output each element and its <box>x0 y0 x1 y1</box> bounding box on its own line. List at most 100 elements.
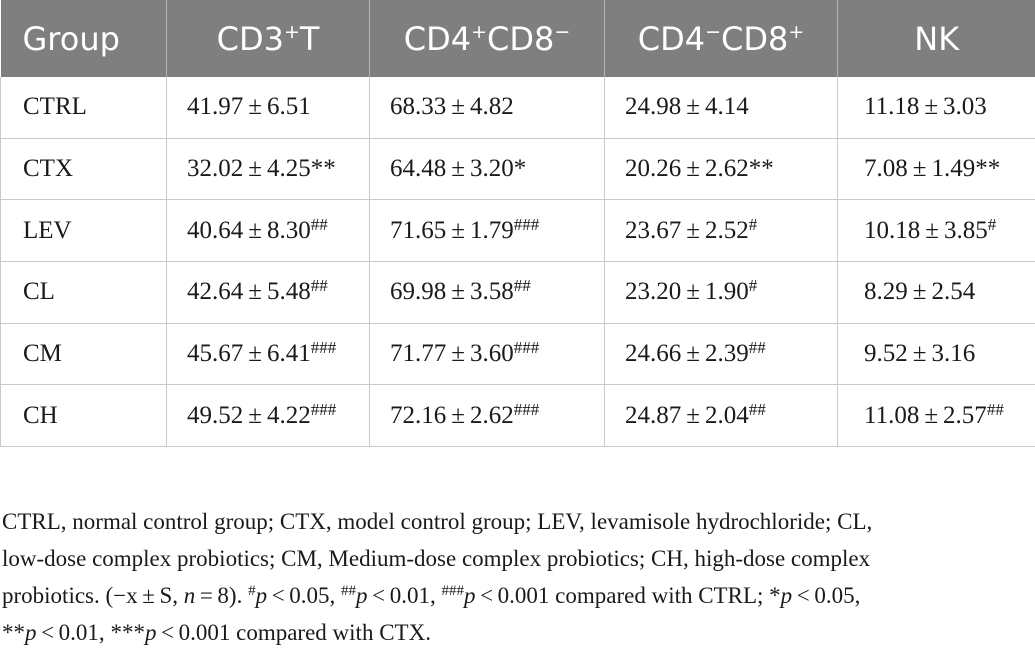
header-part-sup: − <box>705 20 721 43</box>
header-cd4n-cd8p: CD4−CD8+ <box>604 0 838 77</box>
footnote: CTRL, normal control group; CTX, model c… <box>2 503 1032 651</box>
header-group-label: Group <box>22 19 120 58</box>
value-cell: 32.02 ± 4.25** <box>166 138 370 201</box>
fn-text: probiotics. (−x ± S, <box>2 583 184 608</box>
value-cell: 23.67 ± 2.52# <box>604 199 838 263</box>
significance-mark: ### <box>513 338 540 358</box>
value-text: 40.64 ± 8.30 <box>187 216 311 244</box>
group-cell: CTRL <box>0 77 167 139</box>
header-part: CD4 <box>403 19 472 58</box>
group-cell: CH <box>0 384 167 448</box>
value-cell: 23.20 ± 1.90# <box>604 261 838 324</box>
fn-text: = 8). <box>195 583 249 608</box>
fn-mark: ## <box>341 583 357 599</box>
value-text: 49.52 ± 4.22 <box>187 401 311 429</box>
table-row: CTRL 41.97 ± 6.51 68.33 ± 4.82 24.98 ± 4.14… <box>0 77 1035 139</box>
value-cell: 11.08 ± 2.57## <box>837 384 1035 448</box>
significance-mark: # <box>987 214 997 234</box>
significance-mark: ## <box>986 399 1004 419</box>
group-cell: CL <box>0 261 167 324</box>
fn-star: ** <box>2 620 25 645</box>
fn-n: n <box>183 583 196 608</box>
value-cell: 24.87 ± 2.04## <box>604 384 838 448</box>
fn-p: p <box>25 620 37 645</box>
value-text: 23.20 ± 1.90 <box>625 278 749 306</box>
value-text: 69.98 ± 3.58 <box>390 278 514 306</box>
value-cell: 24.66 ± 2.39## <box>604 323 838 386</box>
value-cell: 42.64 ± 5.48## <box>166 261 370 324</box>
header-nk: NK <box>837 0 1035 77</box>
value-text: 11.18 ± 3.03 <box>864 93 987 121</box>
value-text: 10.18 ± 3.85 <box>864 216 988 244</box>
value-text: 8.29 ± 2.54 <box>864 278 976 306</box>
header-part-sup: + <box>471 20 487 43</box>
value-cell: 68.33 ± 4.82 <box>369 77 605 139</box>
fn-p: p <box>780 583 793 608</box>
header-part: CD8 <box>487 19 555 58</box>
header-cd3t-main: CD3 <box>216 19 284 58</box>
group-cell: CM <box>0 323 167 386</box>
fn-text: compared with CTX. <box>230 620 431 645</box>
header-part: CD8 <box>721 19 789 58</box>
table-row: LEV 40.64 ± 8.30## 71.65 ± 1.79### 23.67 ± … <box>0 199 1035 263</box>
table-row: CTX 32.02 ± 4.25** 64.48 ± 3.20* 20.26 ± 2.… <box>0 138 1035 201</box>
significance-mark: ## <box>310 276 328 296</box>
fn-text: < 0.05, <box>792 583 861 608</box>
table-row: CM 45.67 ± 6.41### 71.77 ± 3.60### 24.66 ± … <box>0 323 1035 386</box>
value-cell: 49.52 ± 4.22### <box>166 384 370 448</box>
footnote-line-4: **p < 0.01, ***p < 0.001 compared with C… <box>2 614 1032 651</box>
value-cell: 8.29 ± 2.54 <box>837 261 1035 324</box>
value-cell: 64.48 ± 3.20* <box>369 138 605 201</box>
value-cell: 10.18 ± 3.85# <box>837 199 1035 263</box>
fn-text: compared with CTRL; <box>549 583 770 608</box>
header-part: CD4 <box>637 19 706 58</box>
header-cd3t-tail: T <box>299 19 320 58</box>
header-row: Group CD3+T CD4+CD8− CD4−CD8+ NK <box>0 0 1035 77</box>
group-cell: LEV <box>0 199 167 263</box>
value-text: 11.08 ± 2.57 <box>864 401 987 429</box>
significance-mark: ## <box>748 338 766 358</box>
footnote-line-3: probiotics. (−x ± S, n = 8). #p < 0.05, … <box>2 577 1032 614</box>
table-row: CH 49.52 ± 4.22### 72.16 ± 2.62### 24.87 ± … <box>0 384 1035 448</box>
value-text: 7.08 ± 1.49** <box>864 155 1001 183</box>
value-cell: 20.26 ± 2.62** <box>604 138 838 201</box>
value-text: 32.02 ± 4.25** <box>187 155 336 183</box>
fn-text: < 0.001 <box>475 583 550 608</box>
value-text: 24.87 ± 2.04 <box>625 401 749 429</box>
value-text: 68.33 ± 4.82 <box>390 93 514 121</box>
header-cd4p-cd8n: CD4+CD8− <box>369 0 605 77</box>
value-cell: 45.67 ± 6.41### <box>166 323 370 386</box>
header-cd3t-sup: + <box>283 20 300 43</box>
significance-mark: ### <box>310 338 337 358</box>
fn-text: < 0.01, <box>36 620 111 645</box>
fn-text: < 0.001 <box>156 620 231 645</box>
value-text: 41.97 ± 6.51 <box>187 93 311 121</box>
value-cell: 7.08 ± 1.49** <box>837 138 1035 201</box>
value-cell: 72.16 ± 2.62### <box>369 384 605 448</box>
value-cell: 11.18 ± 3.03 <box>837 77 1035 139</box>
value-text: 72.16 ± 2.62 <box>390 401 514 429</box>
fn-text: < 0.01, <box>367 583 442 608</box>
significance-mark: # <box>748 276 758 296</box>
fn-mark: ### <box>441 583 464 599</box>
significance-mark: # <box>748 214 758 234</box>
results-table: Group CD3+T CD4+CD8− CD4−CD8+ NK CTRL 41.… <box>0 0 1035 448</box>
value-cell: 24.98 ± 4.14 <box>604 77 838 139</box>
footnote-line-2: low-dose complex probiotics; CM, Medium-… <box>2 546 871 571</box>
table-row: CL 42.64 ± 5.48## 69.98 ± 3.58## 23.20 ± 1.… <box>0 261 1035 324</box>
significance-mark: ### <box>310 399 337 419</box>
value-text: 42.64 ± 5.48 <box>187 278 311 306</box>
fn-p: p <box>144 620 157 645</box>
fn-p: p <box>356 583 368 608</box>
group-cell: CTX <box>0 138 167 201</box>
significance-mark: ## <box>513 276 531 296</box>
value-cell: 69.98 ± 3.58## <box>369 261 605 324</box>
value-text: 71.77 ± 3.60 <box>390 340 514 368</box>
fn-star: *** <box>110 620 145 645</box>
footnote-line-1: CTRL, normal control group; CTX, model c… <box>2 509 873 534</box>
fn-mark: # <box>248 583 256 599</box>
value-cell: 9.52 ± 3.16 <box>837 323 1035 386</box>
significance-mark: ## <box>748 399 766 419</box>
header-part-sup: − <box>554 20 571 43</box>
fn-star: * <box>769 583 781 608</box>
